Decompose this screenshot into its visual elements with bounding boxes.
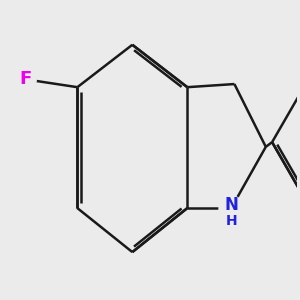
Text: F: F: [20, 70, 32, 88]
Text: N: N: [224, 196, 238, 214]
Text: H: H: [226, 214, 237, 228]
